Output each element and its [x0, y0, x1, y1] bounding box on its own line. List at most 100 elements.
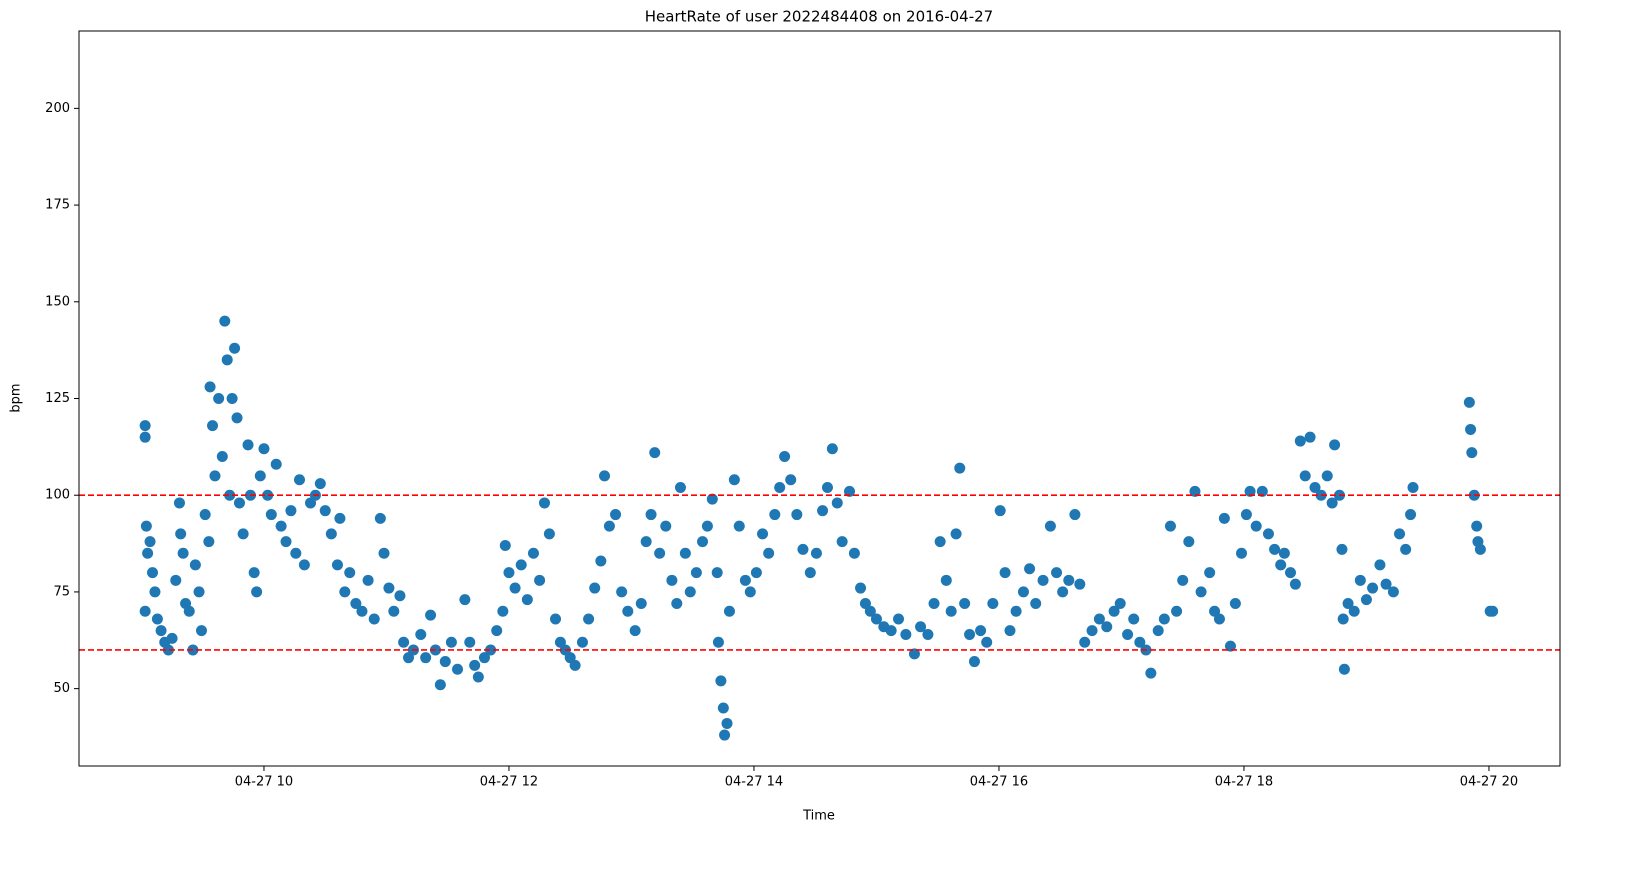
data-point	[231, 412, 243, 424]
data-point	[144, 536, 156, 548]
x-tick-label: 04-27 12	[480, 775, 538, 790]
data-point	[497, 605, 509, 617]
data-point	[968, 656, 980, 668]
data-point	[855, 582, 867, 594]
data-point	[499, 540, 511, 551]
data-point	[719, 729, 731, 741]
data-point	[599, 470, 611, 482]
data-point	[199, 509, 211, 521]
data-point	[1024, 563, 1036, 575]
data-point	[797, 543, 809, 555]
data-point	[1262, 528, 1274, 540]
data-point	[701, 520, 713, 532]
data-point	[629, 625, 641, 637]
data-point	[684, 586, 696, 598]
chart-title: HeartRate of user 2022484408 on 2016-04-…	[645, 8, 993, 26]
data-point	[509, 582, 521, 594]
data-point	[1289, 578, 1301, 590]
data-point	[645, 509, 657, 521]
data-point	[1128, 613, 1140, 625]
data-point	[146, 567, 158, 579]
data-point	[1074, 578, 1086, 590]
data-point	[515, 559, 527, 571]
data-point	[270, 458, 282, 470]
data-point	[595, 555, 607, 567]
data-point	[229, 342, 241, 354]
data-point	[140, 520, 152, 532]
data-point	[750, 567, 762, 579]
data-point	[189, 559, 201, 571]
data-point	[491, 625, 503, 637]
data-point	[964, 628, 976, 640]
data-point	[394, 590, 406, 602]
data-point	[203, 536, 215, 548]
data-point	[356, 605, 368, 617]
data-point	[265, 509, 277, 521]
data-point	[836, 536, 848, 548]
data-point	[1367, 582, 1379, 594]
data-point	[173, 497, 185, 509]
data-point	[1010, 605, 1022, 617]
y-tick-label: 125	[45, 391, 70, 406]
data-point	[237, 528, 249, 540]
data-point	[527, 547, 539, 559]
data-point	[251, 586, 263, 598]
y-axis-label: bpm	[9, 383, 24, 412]
data-point	[1250, 520, 1262, 532]
data-point	[254, 470, 266, 482]
data-point	[785, 474, 797, 486]
data-point	[589, 582, 601, 594]
data-point	[469, 659, 481, 671]
data-point	[285, 505, 297, 517]
x-tick-label: 04-27 18	[1215, 775, 1273, 790]
data-point	[1465, 423, 1477, 435]
data-point	[478, 652, 490, 664]
data-point	[1145, 667, 1157, 679]
data-point	[1474, 543, 1486, 555]
data-point	[445, 636, 457, 648]
data-point	[1164, 520, 1176, 532]
data-point	[1285, 567, 1297, 579]
data-point	[293, 474, 305, 486]
data-point	[706, 493, 718, 505]
data-point	[1269, 543, 1281, 555]
data-point	[1158, 613, 1170, 625]
data-point	[810, 547, 822, 559]
data-point	[344, 567, 356, 579]
data-point	[848, 547, 860, 559]
data-point	[728, 474, 740, 486]
data-point	[1244, 485, 1256, 497]
data-point	[616, 586, 628, 598]
data-point	[221, 354, 233, 366]
data-point	[1463, 396, 1475, 408]
data-point	[583, 613, 595, 625]
data-point	[1342, 598, 1354, 610]
data-point	[1275, 559, 1287, 571]
data-point	[325, 528, 337, 540]
data-point	[224, 489, 236, 501]
data-point	[166, 632, 178, 644]
data-point	[298, 559, 310, 571]
data-point	[1213, 613, 1225, 625]
data-point	[1294, 435, 1306, 447]
data-point	[1329, 439, 1341, 451]
data-point	[275, 520, 287, 532]
data-point	[1299, 470, 1311, 482]
data-point	[1387, 586, 1399, 598]
data-point	[175, 528, 187, 540]
data-point	[398, 636, 410, 648]
data-point	[139, 431, 151, 443]
data-point	[649, 447, 661, 459]
data-point	[1224, 640, 1236, 652]
data-point	[314, 478, 326, 490]
data-point	[1183, 536, 1195, 548]
data-point	[1256, 485, 1268, 497]
data-point	[804, 567, 816, 579]
data-point	[290, 547, 302, 559]
data-point	[209, 470, 221, 482]
data-point	[640, 536, 652, 548]
data-point	[1030, 598, 1042, 610]
data-point	[350, 598, 362, 610]
x-tick-label: 04-27 14	[725, 775, 783, 790]
